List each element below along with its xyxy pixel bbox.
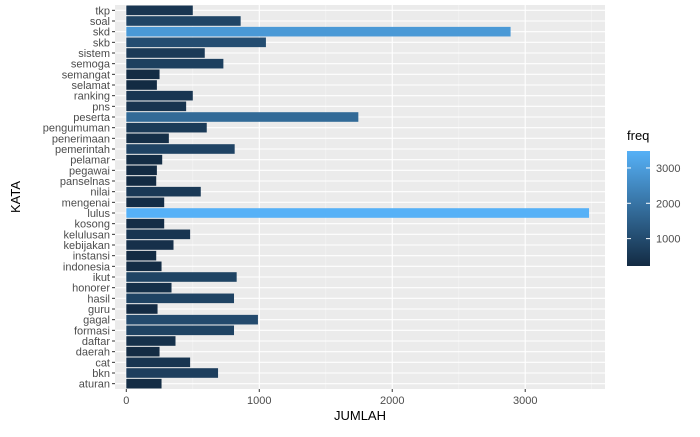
bar-peserta <box>126 112 359 122</box>
y-tick-label: ikut <box>93 272 110 284</box>
y-tick-label: sistem <box>78 48 110 60</box>
x-tick-label: 1000 <box>247 395 271 407</box>
bar-instansi <box>126 250 157 261</box>
y-tick-label: peserta <box>73 112 111 124</box>
y-tick-label: hasil <box>87 293 110 305</box>
bar-semoga <box>126 58 224 69</box>
y-tick-label: daftar <box>82 336 110 348</box>
grid-lines <box>115 5 605 389</box>
bar-guru <box>126 304 158 314</box>
y-tick-label: honorer <box>72 283 110 295</box>
bar-pegawai <box>126 165 157 176</box>
bar-tkp <box>126 5 193 16</box>
bar-kebijakan <box>126 240 174 250</box>
y-tick-label: skd <box>93 27 110 39</box>
bar-indonesia <box>126 261 162 272</box>
legend-colorbar <box>627 151 650 266</box>
bar-nilai <box>126 186 201 197</box>
bar-pengumuman <box>126 122 207 133</box>
y-tick-label: mengenai <box>62 197 110 209</box>
y-tick-label: nilai <box>90 187 110 199</box>
bar-kosong <box>126 218 165 229</box>
plot-panel <box>115 5 605 389</box>
y-tick-label: kebijakan <box>64 240 110 252</box>
x-tick-labels: 0 1000 2000 3000 <box>123 389 537 407</box>
x-tick-label: 2000 <box>380 395 404 407</box>
bar-bkn <box>126 368 219 378</box>
bar-hasil <box>126 293 235 304</box>
bar-penerimaan <box>126 133 169 144</box>
y-tick-label: pns <box>92 101 110 113</box>
y-tick-label: penerimaan <box>52 133 110 145</box>
y-tick-label: cat <box>95 357 110 369</box>
y-tick-label: soal <box>90 16 110 28</box>
legend-tick-label: 2000 <box>656 198 680 210</box>
y-tick-label: ranking <box>74 91 110 103</box>
y-tick-label: gagal <box>83 315 110 327</box>
bar-skd <box>126 26 511 37</box>
bar-daftar <box>126 336 176 346</box>
y-tick-label: pengumuman <box>43 123 110 135</box>
bar-aturan <box>126 378 162 389</box>
x-axis-title: JUMLAH <box>334 408 386 423</box>
bar-sistem <box>126 48 205 58</box>
bar-kelulusan <box>126 229 191 240</box>
bar-daerah <box>126 346 160 357</box>
y-tick-label: lulus <box>87 208 110 220</box>
bar-cat <box>126 357 191 368</box>
bar-panselnas <box>126 176 157 186</box>
bar-soal <box>126 16 241 26</box>
x-tick-label: 0 <box>123 395 129 407</box>
y-axis-title: KATA <box>8 181 23 213</box>
y-tick-label: pegawai <box>69 165 110 177</box>
x-tick-label: 3000 <box>513 395 537 407</box>
y-tick-label: kosong <box>75 219 110 231</box>
y-tick-label: instansi <box>73 251 110 263</box>
bars <box>126 5 590 389</box>
bar-formasi <box>126 325 235 336</box>
bar-gagal <box>126 314 258 325</box>
y-tick-label: panselnas <box>60 176 111 188</box>
legend-title: freq <box>627 128 649 143</box>
y-tick-label: pemerintah <box>55 144 110 156</box>
y-tick-label: selamat <box>71 80 110 92</box>
bar-honorer <box>126 282 172 293</box>
legend-tick-label: 3000 <box>656 163 680 175</box>
y-tick-label: guru <box>88 304 110 316</box>
bar-ranking <box>126 90 193 101</box>
legend-tick-label: 1000 <box>656 234 680 246</box>
bar-pemerintah <box>126 144 235 154</box>
y-tick-label: daerah <box>76 347 110 359</box>
bar-mengenai <box>126 197 165 208</box>
y-tick-label: semoga <box>71 59 111 71</box>
bar-pelamar <box>126 154 163 165</box>
bar-ikut <box>126 272 237 282</box>
y-tick-label: aturan <box>79 379 110 391</box>
legend: freq 1000 2000 3000 <box>627 128 680 266</box>
y-tick-label: semangat <box>62 69 110 81</box>
bar-semangat <box>126 69 160 80</box>
y-tick-label: formasi <box>74 325 110 337</box>
bar-skb <box>126 37 266 48</box>
bar-lulus <box>126 208 590 218</box>
bar-pns <box>126 101 187 112</box>
legend-ticks: 1000 2000 3000 <box>627 163 680 246</box>
y-tick-label: bkn <box>92 368 110 380</box>
y-tick-label: pelamar <box>70 155 110 167</box>
y-tick-label: indonesia <box>63 261 111 273</box>
y-tick-labels: aturanbkncatdaerahdaftarformasigagalguru… <box>43 5 115 391</box>
y-tick-label: tkp <box>95 5 110 17</box>
y-tick-label: kelulusan <box>64 229 110 241</box>
y-tick-label: skb <box>93 37 110 49</box>
bar-selamat <box>126 80 157 90</box>
